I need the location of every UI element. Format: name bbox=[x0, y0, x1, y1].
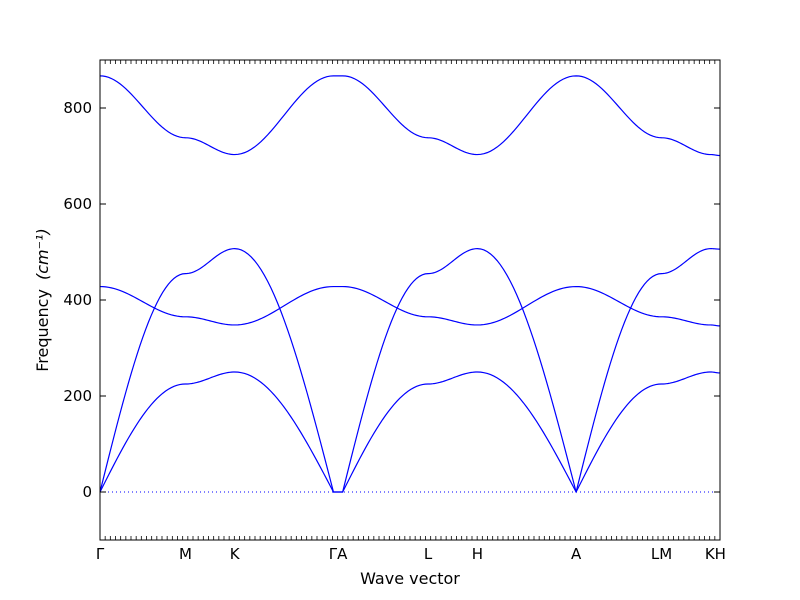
y-tick-label: 600 bbox=[63, 195, 92, 213]
x-tick-label: LM bbox=[651, 545, 672, 563]
plot-frame bbox=[99, 59, 721, 541]
x-tick-label: M bbox=[179, 545, 192, 563]
x-tick-label: ΓA bbox=[329, 545, 348, 563]
y-tick-label: 800 bbox=[63, 99, 92, 117]
band-line-b3 bbox=[99, 285, 720, 327]
band-line-b2 bbox=[99, 248, 720, 493]
band-line-b4 bbox=[99, 75, 720, 157]
x-tick-label: H bbox=[472, 545, 483, 563]
x-tick-label: KH bbox=[705, 545, 726, 563]
x-tick-label: K bbox=[230, 545, 241, 563]
x-tick-label: L bbox=[424, 545, 433, 563]
x-tick-label: Γ bbox=[96, 545, 105, 563]
y-axis-label-group: Frequency (cm⁻¹) bbox=[33, 228, 52, 371]
y-axis-label: Frequency bbox=[33, 289, 52, 372]
axes: 0 200 400 600 800 Γ M K ΓA L H A LM KH bbox=[63, 59, 726, 563]
y-tick-label: 400 bbox=[63, 291, 92, 309]
plot-area bbox=[99, 75, 720, 494]
svg-text:Frequency (cm⁻¹): Frequency (cm⁻¹) bbox=[33, 228, 52, 371]
y-axis-unit: (cm⁻¹) bbox=[33, 228, 52, 280]
x-tick-label: A bbox=[571, 545, 582, 563]
band-line-b1 bbox=[99, 371, 720, 494]
x-axis-label: Wave vector bbox=[360, 569, 460, 588]
y-tick-label: 200 bbox=[63, 387, 92, 405]
y-tick-label: 0 bbox=[82, 483, 92, 501]
